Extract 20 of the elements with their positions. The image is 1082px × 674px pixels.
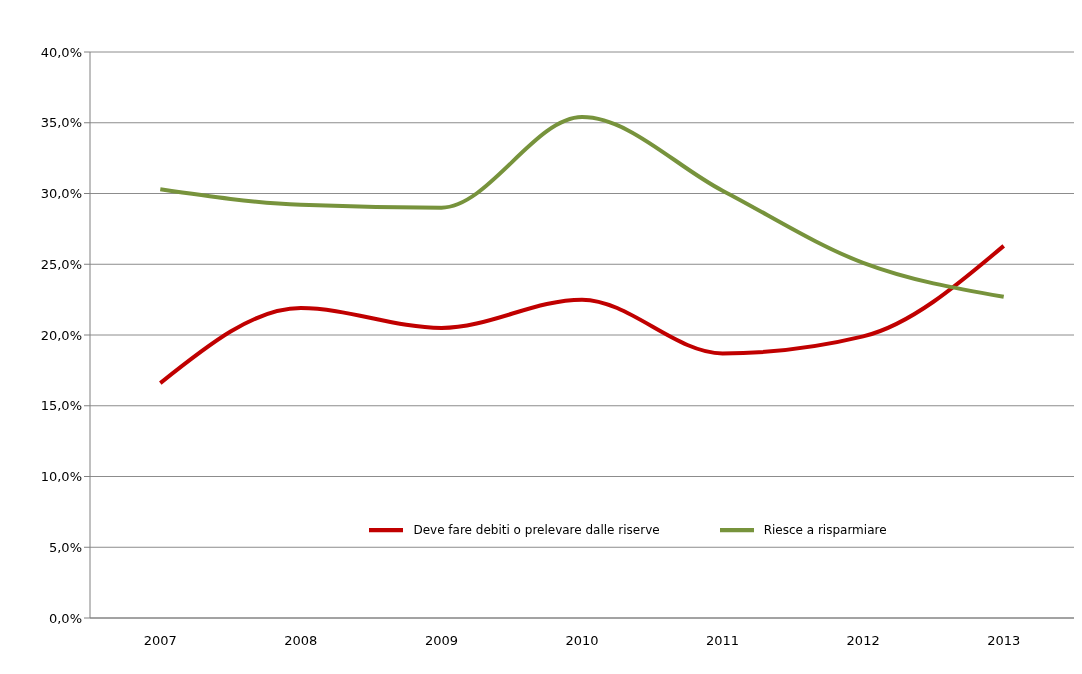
y-tick-label: 0,0% <box>48 610 82 626</box>
x-tick-label: 2011 <box>706 633 740 649</box>
line-series <box>158 243 1006 386</box>
y-tick-label: 20,0% <box>40 327 82 343</box>
legend-label: Deve fare debiti o prelevare dalle riserve <box>413 522 660 537</box>
x-tick-label: 2008 <box>284 633 318 649</box>
legend-label: Riesce a risparmiare <box>763 522 887 537</box>
y-tick-label: 40,0% <box>40 44 82 60</box>
y-tick-label: 5,0% <box>48 539 82 555</box>
y-tick-label: 15,0% <box>40 398 82 414</box>
y-tick-label: 35,0% <box>40 115 82 131</box>
x-tick-label: 2013 <box>987 633 1021 649</box>
y-tick-label: 30,0% <box>40 186 82 202</box>
x-tick-label: 2007 <box>143 633 177 649</box>
x-tick-label: 2009 <box>424 633 458 649</box>
x-tick-label: 2010 <box>565 633 599 649</box>
line-series <box>158 115 1006 299</box>
y-tick-label: 25,0% <box>40 256 82 272</box>
y-tick-label: 10,0% <box>40 469 82 485</box>
x-tick-label: 2012 <box>846 633 880 649</box>
